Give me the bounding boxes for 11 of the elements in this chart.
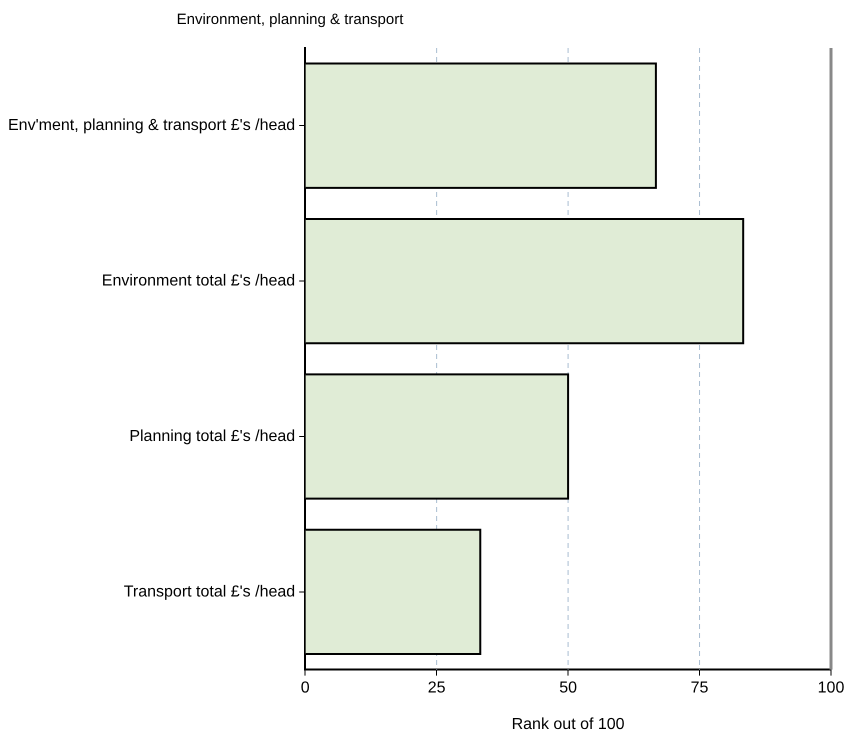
y-tick-label: Env'ment, planning & transport £'s /head	[8, 117, 296, 134]
x-tick-label: 25	[428, 680, 446, 697]
y-tick-label: Transport total £'s /head	[124, 583, 296, 600]
x-axis-title: Rank out of 100	[512, 716, 625, 733]
y-tick-label: Planning total £'s /head	[129, 428, 296, 445]
x-tick-label: 50	[559, 680, 578, 697]
x-tick-label: 100	[818, 680, 844, 697]
x-tick-label: 75	[690, 680, 709, 697]
chart-title: Environment, planning & transport	[176, 11, 404, 28]
x-tick-label: 0	[300, 680, 310, 697]
y-tick-label: Environment total £'s /head	[102, 272, 296, 290]
